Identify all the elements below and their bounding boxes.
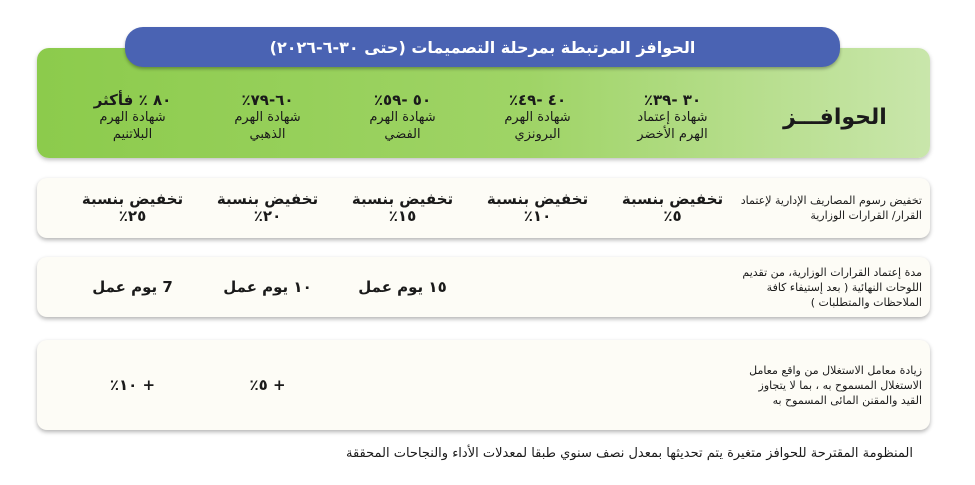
table-row-fee-discount: تخفيض رسوم المصاريف الإدارية لإعتماد الق… bbox=[37, 178, 930, 238]
incentives-label: الحوافـــز bbox=[783, 104, 887, 130]
cell: ١٥ يوم عمل bbox=[358, 277, 447, 296]
cell: تخفيض بنسبة ٢٥٪ bbox=[81, 190, 184, 225]
tiers-header-grid: الحوافـــز ٣٠ -٣٩٪ شهادة إعتماد الهرم الأ… bbox=[65, 48, 930, 158]
table-row-utilization-increase: زيادة معامل الاستغلال من واقع معامل الاس… bbox=[37, 340, 930, 430]
cell: تخفيض بنسبة ١٠٪ bbox=[486, 190, 589, 225]
row-label: مدة إعتماد القرارات الوزارية، من تقديم ا… bbox=[742, 265, 922, 309]
tier-name: شهادة الهرم الفضي bbox=[369, 109, 436, 142]
row-label: تخفيض رسوم المصاريف الإدارية لإعتماد الق… bbox=[740, 194, 922, 222]
footnote: المنظومة المقترحة للحوافز متغيرة يتم تحد… bbox=[345, 446, 913, 461]
tier-range: ٨٠ ٪ فأكثر bbox=[93, 90, 172, 109]
cell: تخفيض بنسبة ٥٪ bbox=[621, 190, 724, 225]
tier-name: شهادة إعتماد الهرم الأخضر bbox=[637, 109, 708, 142]
tier-range: ٦٠-٧٩٪ bbox=[241, 90, 294, 109]
tier-range: ٥٠ -٥٩٪ bbox=[373, 90, 432, 109]
cell: 7 يوم عمل bbox=[92, 277, 173, 296]
tier-name: شهادة الهرم البرونزي bbox=[504, 109, 571, 142]
tier-range: ٤٠ -٤٩٪ bbox=[508, 90, 567, 109]
tier-name: شهادة الهرم الذهبي bbox=[234, 109, 301, 142]
cell: + ١٠٪ bbox=[109, 375, 156, 394]
page-title: الحوافز المرتبطة بمرحلة التصميمات (حتى ٣… bbox=[125, 27, 840, 67]
cell: تخفيض بنسبة ١٥٪ bbox=[351, 190, 454, 225]
row-label: زيادة معامل الاستغلال من واقع معامل الاس… bbox=[749, 363, 922, 407]
tier-name: شهادة الهرم البلاتنيم bbox=[99, 109, 166, 142]
table-row-approval-duration: مدة إعتماد القرارات الوزارية، من تقديم ا… bbox=[37, 257, 930, 317]
cell: ١٠ يوم عمل bbox=[223, 277, 312, 296]
tier-silver: ٥٠ -٥٩٪ شهادة الهرم الفضي bbox=[335, 90, 470, 143]
tier-gold: ٦٠-٧٩٪ شهادة الهرم الذهبي bbox=[200, 90, 335, 143]
cell: تخفيض بنسبة ٢٠٪ bbox=[216, 190, 319, 225]
cell: + ٥٪ bbox=[249, 375, 286, 394]
tier-bronze: ٤٠ -٤٩٪ شهادة الهرم البرونزي bbox=[470, 90, 605, 143]
tier-platinum: ٨٠ ٪ فأكثر شهادة الهرم البلاتنيم bbox=[65, 90, 200, 143]
tier-range: ٣٠ -٣٩٪ bbox=[643, 90, 702, 109]
tier-green: ٣٠ -٣٩٪ شهادة إعتماد الهرم الأخضر bbox=[605, 90, 740, 143]
